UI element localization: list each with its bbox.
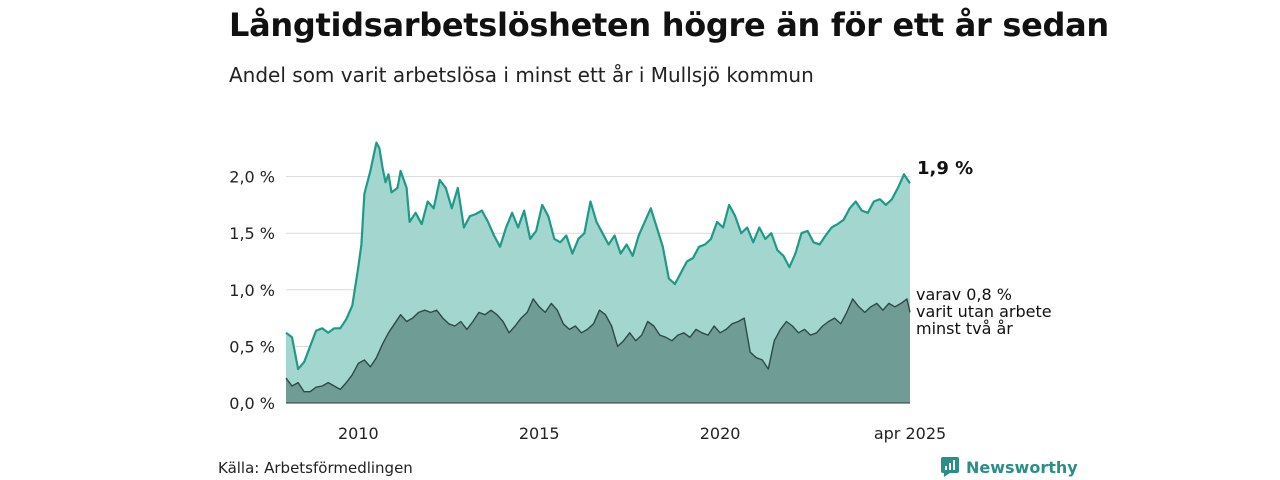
- series-two-years-line: [285, 298, 911, 393]
- chart-subtitle: Andel som varit arbetslösa i minst ett å…: [229, 63, 814, 87]
- y-tick-label: 2,0 %: [229, 168, 275, 187]
- chart-title: Långtidsarbetslösheten högre än för ett …: [229, 6, 1109, 44]
- series-two-years-end-label: varit utan arbete: [916, 302, 1052, 321]
- x-tick-label: 2010: [338, 424, 379, 443]
- y-tick-label: 1,5 %: [229, 224, 275, 243]
- newsworthy-icon: [941, 457, 959, 477]
- series-two-years-area: [286, 298, 910, 403]
- x-tick-label: 2015: [519, 424, 560, 443]
- x-tick-label: 2020: [700, 424, 741, 443]
- x-tick-label: apr 2025: [874, 424, 946, 443]
- y-tick-label: 0,0 %: [229, 394, 275, 413]
- brand-logo[interactable]: Newsworthy: [940, 456, 1078, 478]
- y-tick-label: 1,0 %: [229, 281, 275, 300]
- series-total-line: [285, 141, 911, 371]
- source-note: Källa: Arbetsförmedlingen: [218, 459, 413, 477]
- series-total-end-label: 1,9 %: [917, 158, 973, 179]
- series-two-years-end-label: varav 0,8 %: [916, 285, 1012, 304]
- series-two-years-end-label: minst två år: [916, 319, 1013, 338]
- y-tick-label: 0,5 %: [229, 337, 275, 356]
- brand-name: Newsworthy: [966, 457, 1078, 477]
